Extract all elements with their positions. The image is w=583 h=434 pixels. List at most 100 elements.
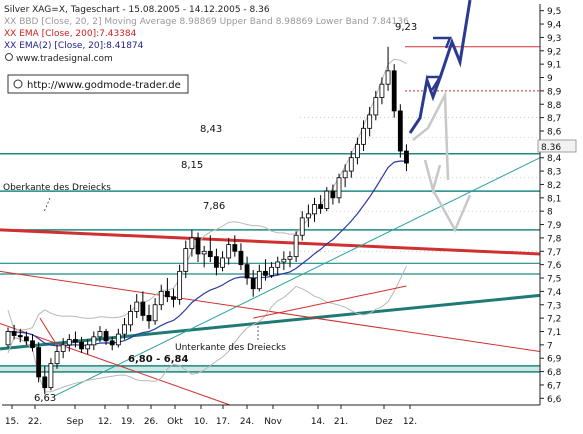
candle xyxy=(42,366,48,395)
candle-body xyxy=(54,351,60,364)
candle-body xyxy=(207,250,213,258)
candle-body xyxy=(220,257,225,268)
candlesticks xyxy=(5,46,409,395)
candle xyxy=(281,251,287,270)
candle xyxy=(391,64,397,118)
candle xyxy=(355,137,360,165)
uptrend-line xyxy=(54,157,541,397)
candle xyxy=(152,298,158,325)
candle xyxy=(305,204,311,228)
candle-body xyxy=(256,270,262,290)
y-tick-label: 9,2 xyxy=(547,47,561,57)
candle-body xyxy=(299,217,305,236)
candle xyxy=(30,334,35,352)
candle xyxy=(73,331,78,348)
candle-body xyxy=(48,363,54,389)
candle xyxy=(214,248,219,276)
candle-body xyxy=(23,336,29,342)
candle xyxy=(115,328,121,348)
candle-body xyxy=(397,110,403,152)
candle-body xyxy=(385,70,391,85)
x-tick-label: 26. xyxy=(144,417,158,427)
candle-body xyxy=(336,177,342,199)
candle xyxy=(318,195,324,214)
lower-triangle-label: Unterkante des Dreiecks xyxy=(175,343,286,353)
last-price-label: 8.36 xyxy=(541,143,561,153)
candle xyxy=(122,318,127,340)
candle-body xyxy=(66,339,72,346)
candle xyxy=(17,328,23,343)
y-tick-label: 8,1 xyxy=(547,194,561,204)
x-tick-label: 22. xyxy=(28,417,42,427)
y-tick-label: 8,2 xyxy=(547,181,561,191)
x-tick-label: 24. xyxy=(240,417,254,427)
candle-body xyxy=(17,335,23,338)
source-url: www.tradesignal.com xyxy=(16,54,113,64)
candle-body xyxy=(11,331,17,336)
level-label-815: 8,15 xyxy=(181,160,203,171)
candle-body xyxy=(177,270,183,300)
copyright-icon xyxy=(5,53,13,61)
y-tick-label: 8,8 xyxy=(547,101,562,111)
candle-body xyxy=(250,277,256,290)
candle xyxy=(293,231,299,262)
candle xyxy=(220,251,225,272)
candle xyxy=(312,197,317,222)
candle xyxy=(195,232,201,262)
axes: 6,6 6,7 6,8 6,9 7 7,1 7,2 7,3 7,4 7,5 7,6 7,7 7,8 7,9… xyxy=(2,4,562,427)
copyright-icon xyxy=(13,79,23,89)
grid-layer xyxy=(300,117,540,252)
y-tick-label: 7,7 xyxy=(547,248,561,258)
candle-body xyxy=(305,213,311,219)
y-tick-label: 9,4 xyxy=(547,21,562,31)
candle xyxy=(269,261,274,279)
candle xyxy=(226,237,232,265)
candle-body xyxy=(115,333,121,346)
y-tick-label: 8,3 xyxy=(547,168,561,178)
candle-body xyxy=(367,114,373,129)
y-tick-label: 8,4 xyxy=(547,154,562,164)
candle xyxy=(79,336,84,353)
y-tick-label: 9,1 xyxy=(547,61,561,71)
candle-body xyxy=(146,315,152,322)
candle xyxy=(189,229,195,257)
website-link[interactable]: http://www.godmode-trader.de xyxy=(27,80,181,91)
candle-body xyxy=(238,250,244,266)
copyright-line: www.tradesignal.com xyxy=(5,53,113,64)
candle xyxy=(404,144,409,172)
candle-body xyxy=(361,127,366,145)
candle-body xyxy=(195,237,201,255)
x-tick-label: 12. xyxy=(403,417,417,427)
candle-body xyxy=(312,204,317,215)
candle-body xyxy=(232,244,238,252)
candle xyxy=(330,184,336,205)
candle xyxy=(373,90,379,121)
website-box[interactable]: http://www.godmode-trader.de xyxy=(7,74,189,94)
x-tick-label: Nov xyxy=(264,417,282,427)
forecast-grey-path xyxy=(412,90,450,181)
x-tick-label: 15. xyxy=(5,417,19,427)
level-label-786: 7,86 xyxy=(203,201,225,212)
candle-body xyxy=(42,376,48,389)
candle xyxy=(11,324,17,340)
candle-body xyxy=(287,256,293,260)
y-tick-label: 6,6 xyxy=(547,395,562,405)
x-tick-label: 14. xyxy=(311,417,325,427)
candle xyxy=(256,264,262,292)
trendlines xyxy=(0,157,541,406)
forecast-grey-arrowhead xyxy=(423,159,442,195)
candle xyxy=(36,342,42,383)
candle xyxy=(299,211,305,241)
candle-body xyxy=(355,143,360,159)
y-tick-label: 9,3 xyxy=(547,34,561,44)
candle-body xyxy=(330,190,336,199)
y-tick-label: 7,3 xyxy=(547,301,561,311)
candle-body xyxy=(318,204,324,209)
y-tick-label: 9 xyxy=(547,74,553,84)
candle xyxy=(250,269,256,297)
candle-body xyxy=(263,270,268,276)
candle-body xyxy=(214,256,219,268)
candle xyxy=(85,339,91,355)
candle xyxy=(361,120,366,152)
